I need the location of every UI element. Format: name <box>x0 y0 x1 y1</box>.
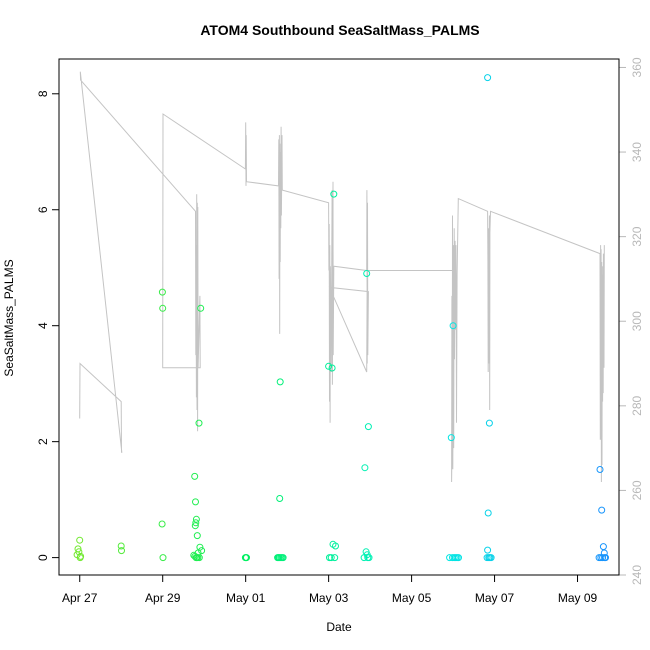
data-point <box>485 419 493 427</box>
data-point <box>602 554 609 562</box>
y-axis-label: SeaSaltMass_PALMS <box>2 259 16 376</box>
data-point <box>361 464 369 472</box>
data-point <box>76 536 84 544</box>
data-point <box>328 364 336 372</box>
data-point <box>192 515 200 523</box>
x-axis-label: Date <box>326 620 352 634</box>
y-left-tick-label: 6 <box>36 206 50 213</box>
data-point <box>76 554 84 562</box>
data-point <box>191 472 199 480</box>
y-right-tick-label: 340 <box>630 142 644 162</box>
data-point <box>276 495 284 502</box>
data-point <box>279 554 287 562</box>
data-point <box>363 270 371 277</box>
data-point <box>193 532 201 540</box>
y-right-tick-label: 260 <box>630 480 644 500</box>
data-point <box>484 74 492 82</box>
data-point <box>118 547 125 555</box>
data-point <box>327 554 335 562</box>
y-left-tick-label: 4 <box>36 322 50 329</box>
x-tick-label: May 05 <box>392 591 432 605</box>
data-point <box>195 554 203 562</box>
point-series <box>73 74 609 562</box>
data-point <box>487 554 495 562</box>
data-point <box>484 546 492 554</box>
plot-frame <box>58 58 620 576</box>
data-point <box>195 419 203 427</box>
x-tick-label: Apr 29 <box>145 591 181 605</box>
data-point <box>197 304 205 312</box>
x-tick-label: May 09 <box>558 591 598 605</box>
data-point <box>159 554 167 562</box>
y-right-tick-label: 320 <box>630 226 644 246</box>
x-tick-label: Apr 27 <box>62 591 98 605</box>
data-point <box>158 520 166 528</box>
data-point <box>276 378 284 386</box>
data-point <box>360 554 368 562</box>
y-right-tick-label: 240 <box>630 565 644 585</box>
data-point <box>198 547 206 555</box>
data-point <box>331 554 339 562</box>
x-tick-label: May 01 <box>226 591 266 605</box>
data-point <box>598 506 606 514</box>
data-point <box>455 554 462 562</box>
y-right-tick-label: 300 <box>630 311 644 331</box>
data-point <box>192 519 200 527</box>
data-point <box>191 522 199 530</box>
x-tick-label: May 07 <box>475 591 515 605</box>
data-point <box>243 554 250 562</box>
data-point <box>325 362 333 370</box>
chart-title: ATOM4 Southbound SeaSaltMass_PALMS <box>200 22 479 38</box>
x-tick-label: May 03 <box>309 591 349 605</box>
data-point <box>599 543 607 551</box>
y-left-tick-label: 0 <box>36 554 50 561</box>
data-point <box>332 542 339 550</box>
data-point <box>596 466 604 473</box>
data-point <box>159 304 167 312</box>
data-point <box>117 542 125 550</box>
y-right-tick-label: 360 <box>630 57 644 77</box>
y-left-tick-label: 2 <box>36 438 50 445</box>
data-point <box>364 423 372 431</box>
y-right-tick-label: 280 <box>630 395 644 415</box>
series-line <box>79 71 605 483</box>
y-left-tick-label: 8 <box>36 90 50 97</box>
data-point <box>365 554 373 562</box>
data-point <box>484 509 492 517</box>
line-series <box>79 71 605 483</box>
data-point <box>447 434 455 442</box>
data-point <box>599 554 607 562</box>
data-point <box>158 288 166 296</box>
data-point <box>449 322 457 330</box>
data-point <box>192 498 199 506</box>
data-point <box>330 190 338 198</box>
data-point <box>600 549 608 557</box>
